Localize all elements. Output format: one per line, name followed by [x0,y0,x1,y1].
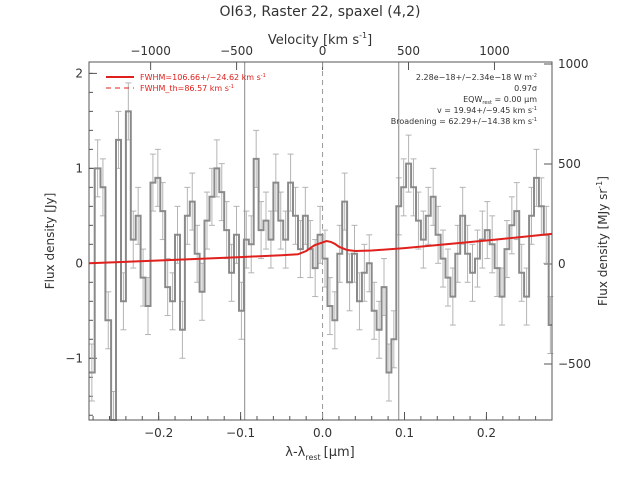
x-tick-label: −0.2 [144,426,173,440]
legend-label-fwhm-th: FWHM_th=86.57 km s-1 [140,84,234,93]
x-tick-label: 0.1 [395,426,414,440]
y2-tick-label: 0 [558,257,566,271]
top-tick-label: 1000 [479,44,510,58]
fit-annotations: 2.28e−18+/−2.34e−18 W m-2 0.97σ EQWrest … [391,73,537,126]
y-tick-label: −1 [65,351,83,365]
top-axis-label: Velocity [km s-1] [268,31,372,48]
top-tick-label: −1000 [130,44,171,58]
y2-tick-label: −500 [558,357,591,371]
annotation-eqw: EQWrest = 0.00 μm [463,95,537,106]
plot-frame [88,61,553,421]
top-tick-label: 0 [319,44,327,58]
data-series [88,110,553,421]
annotation-sigma: 0.97σ [514,84,537,93]
y-tick-label: 0 [75,256,83,270]
x-tick-label: 0.2 [477,426,496,440]
x-axis-label: λ-λrest [μm] [285,445,355,462]
top-tick-label: 500 [397,44,420,58]
x-tick-label: 0.0 [313,426,332,440]
chart-title: OI63, Raster 22, spaxel (4,2) [220,4,421,20]
legend-label-fwhm: FWHM=106.66+/−24.62 km s-1 [140,73,266,82]
top-tick-label: −500 [220,44,253,58]
annotation-velocity: v = 19.94+/−9.45 km s-1 [437,106,537,115]
y-tick-label: 2 [75,66,83,80]
observed-flux-line [89,110,552,421]
y-axis-label: Flux density [Jy] [43,193,57,290]
annotation-broadening: Broadening = 62.29+/−14.38 km s-1 [391,117,537,126]
x-tick-label: −0.1 [226,426,255,440]
y2-tick-label: 1000 [558,57,589,71]
legend: FWHM=106.66+/−24.62 km s-1 FWHM_th=86.57… [106,73,266,93]
y-tick-label: 1 [75,161,83,175]
gaussian-fit-line [88,232,553,265]
y2-tick-label: 500 [558,157,581,171]
axis-ticks: −0.2 −0.1 0.0 0.1 0.2 −1000 −500 0 500 1000 −1 0 1 2 −… [65,44,591,440]
y2-axis-label: Flux density [MJy sr-1] [595,176,610,306]
annotation-flux: 2.28e−18+/−2.34e−18 W m-2 [416,73,537,82]
